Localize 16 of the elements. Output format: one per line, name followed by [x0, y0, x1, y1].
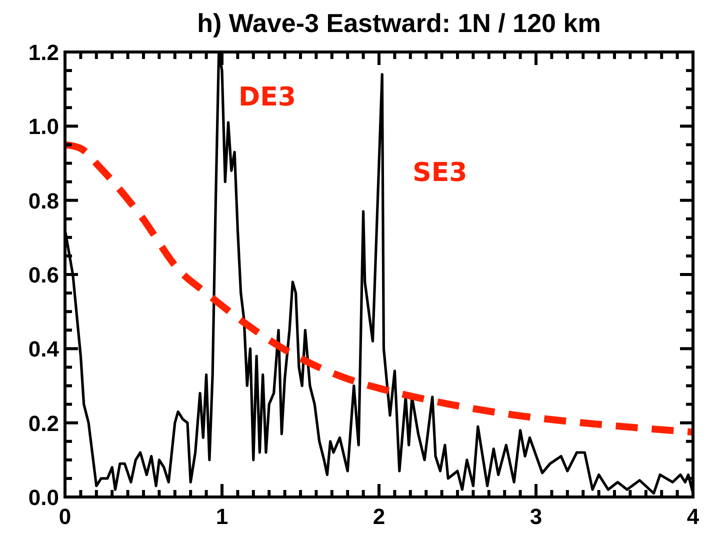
annotation: SE3 [412, 158, 468, 188]
y-tick-label: 1.2 [28, 40, 59, 65]
chart-title: h) Wave-3 Eastward: 1N / 120 km [197, 8, 601, 38]
x-tick-label: 4 [686, 504, 700, 529]
y-tick-label: 0.2 [28, 410, 59, 436]
y-tick-label: 0.6 [28, 262, 59, 288]
x-tick-label: 1 [216, 504, 228, 529]
annotation: DE3 [238, 82, 296, 112]
y-tick-label: 0.4 [28, 336, 60, 362]
y-tick-label: 0.0 [28, 485, 59, 510]
x-tick-label: 2 [372, 504, 386, 529]
line-series [64, 50, 694, 495]
y-tick-label: 1.0 [28, 114, 59, 140]
y-tick-label: 0.8 [28, 188, 59, 214]
x-tick-label: 3 [530, 504, 542, 529]
x-tick-label: 0 [58, 504, 72, 529]
